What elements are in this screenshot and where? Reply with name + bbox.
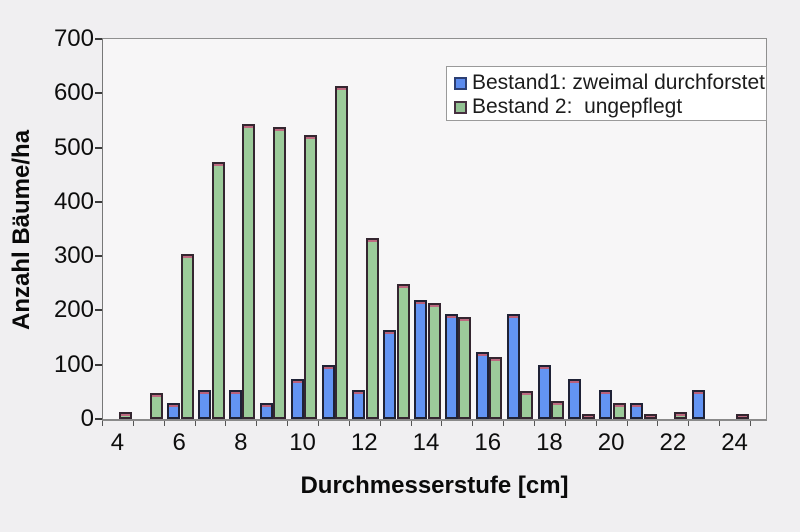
bar-bestand2-d12	[365, 237, 379, 419]
x-tick-label: 8	[234, 429, 248, 456]
y-tick	[95, 146, 102, 149]
bar-bestand1-d20	[599, 389, 613, 419]
x-tick	[410, 421, 412, 426]
bar-bestand2-d11	[335, 85, 348, 419]
bar-bestand2-d6	[180, 254, 194, 419]
x-tick	[534, 421, 535, 426]
x-tick	[287, 421, 289, 426]
bar-bestand1-d10	[290, 379, 304, 419]
x-tick-label: 12	[350, 429, 378, 456]
x-tick-label: 10	[289, 429, 316, 456]
y-tick	[95, 309, 102, 312]
bar-bestand2-d14	[427, 303, 441, 419]
bar-bestand1-d11	[321, 365, 335, 419]
bar-bestand2-d7	[211, 161, 225, 419]
bar-bestand1-d19	[568, 379, 582, 419]
x-tick	[379, 421, 381, 426]
x-axis-title: Durchmesserstufe [cm]	[300, 472, 569, 499]
bar-bestand2-d20	[612, 403, 626, 419]
y-tick-label: 700	[53, 25, 94, 52]
x-tick	[441, 421, 443, 426]
x-tick	[225, 421, 227, 426]
bar-bestand2-d9	[273, 126, 287, 419]
bar-bestand2-d22	[674, 411, 688, 419]
x-tick-label: 6	[172, 429, 186, 456]
bar-bestand2-d5	[149, 392, 163, 419]
x-tick-label: 4	[110, 429, 125, 456]
legend-item-bestand2: Bestand 2: ungepflegt	[454, 95, 766, 119]
x-tick	[503, 421, 505, 426]
x-tick	[348, 421, 350, 426]
x-tick-label: 24	[721, 429, 748, 456]
bar-bestand1-d17	[506, 313, 520, 419]
bar-bestand1-d14	[414, 300, 428, 419]
legend-label-bestand2: Bestand 2: ungepflegt	[472, 95, 683, 118]
y-tick	[95, 418, 102, 420]
bar-bestand1-d16	[475, 351, 489, 419]
y-tick-label: 400	[53, 187, 94, 215]
y-tick	[95, 38, 102, 40]
x-tick	[626, 421, 628, 426]
bar-bestand2-d13	[396, 284, 410, 419]
legend: Bestand1: zweimal durchforstet Bestand 2…	[446, 66, 767, 121]
x-tick	[194, 421, 196, 426]
legend-label-bestand1: Bestand1: zweimal durchforstet	[472, 71, 765, 94]
x-tick	[132, 421, 134, 426]
y-tick-label: 200	[53, 296, 94, 324]
x-tick	[719, 421, 721, 426]
bar-bestand1-d15	[444, 313, 458, 419]
x-tick-label: 18	[536, 429, 563, 456]
legend-marker-blue-icon	[454, 76, 467, 90]
bar-bestand2-d15	[458, 316, 472, 419]
legend-marker-green-icon	[454, 100, 467, 114]
y-tick-label: 500	[53, 133, 94, 161]
bar-bestand2-d24	[736, 414, 750, 419]
x-tick-label: 20	[597, 429, 625, 456]
bar-bestand2-d16	[489, 357, 503, 419]
y-tick	[95, 92, 102, 95]
y-axis-title: Anzahl Bäume/ha	[8, 129, 35, 331]
x-tick-label: 14	[412, 429, 440, 456]
bar-bestand2-d17	[520, 390, 534, 419]
x-tick	[163, 421, 165, 426]
legend-item-bestand1: Bestand1: zweimal durchforstet	[454, 71, 766, 95]
bar-bestand2-d19	[581, 414, 595, 419]
x-tick	[750, 421, 751, 426]
bar-bestand1-d23	[691, 389, 705, 419]
bar-bestand1-d6	[167, 403, 181, 419]
y-tick-label: 300	[53, 242, 94, 270]
x-tick	[657, 421, 659, 426]
x-tick	[688, 421, 690, 426]
y-tick	[95, 200, 102, 203]
x-tick	[472, 421, 474, 426]
x-tick	[318, 421, 319, 426]
x-tick	[564, 421, 566, 426]
bar-bestand2-d18	[551, 400, 564, 419]
bar-bestand1-d21	[630, 403, 644, 419]
bar-bestand2-d4	[119, 411, 132, 419]
x-tick	[102, 421, 103, 426]
bar-bestand1-d18	[537, 365, 551, 419]
bar-bestand1-d13	[383, 330, 397, 419]
y-tick-label: 600	[53, 79, 94, 107]
bar-bestand1-d8	[228, 389, 242, 419]
x-tick	[595, 421, 597, 426]
y-tick	[95, 255, 102, 258]
x-tick-label: 16	[474, 429, 502, 456]
bar-bestand2-d10	[304, 134, 318, 419]
bar-bestand1-d7	[198, 389, 212, 419]
bar-bestand1-d12	[352, 389, 366, 419]
bar-bestand2-d8	[242, 123, 256, 419]
y-tick	[95, 363, 102, 366]
x-tick-label: 22	[659, 429, 687, 456]
bar-bestand2-d21	[643, 414, 657, 419]
y-tick-label: 100	[53, 350, 94, 378]
y-tick-label: 0	[80, 405, 94, 432]
bar-bestand1-d9	[259, 403, 273, 419]
x-tick	[256, 421, 258, 426]
